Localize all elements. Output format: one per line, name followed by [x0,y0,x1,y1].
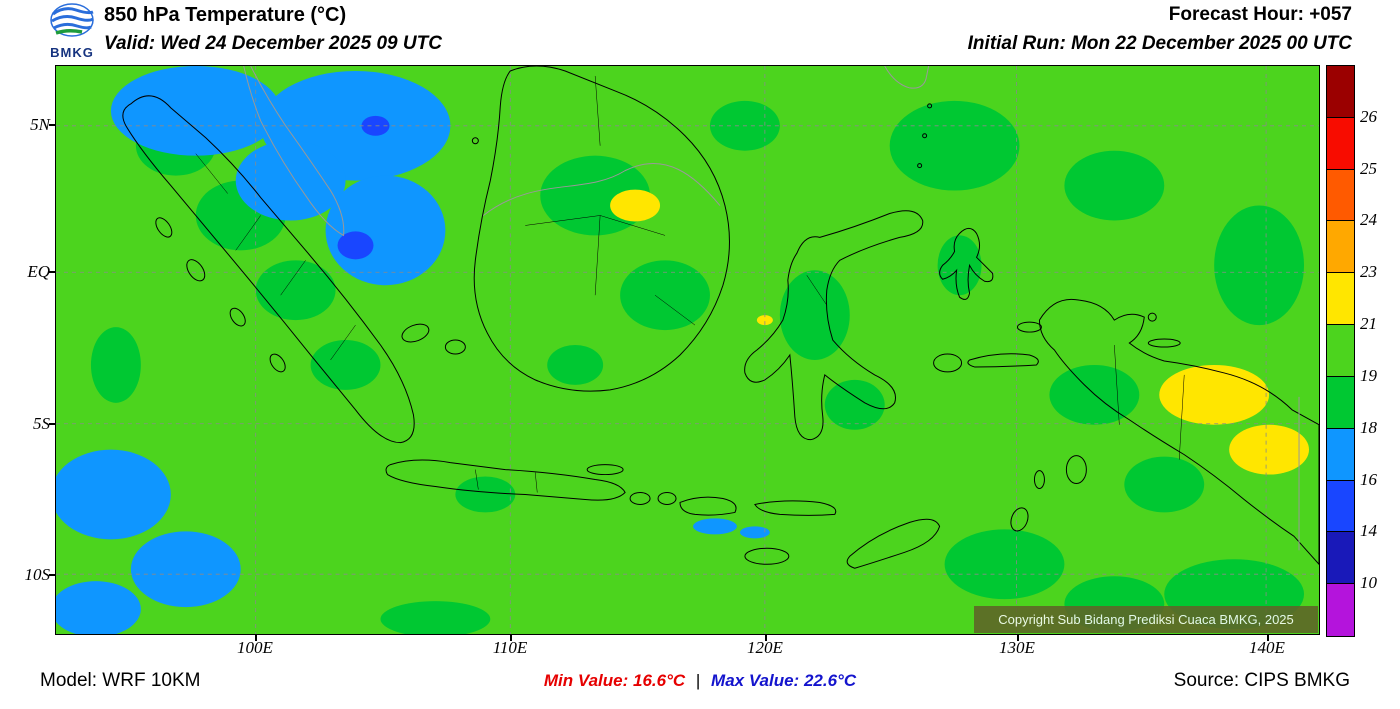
coastlines [122,66,1319,569]
page-title: 850 hPa Temperature (°C) [104,4,347,26]
lat-label-10s: 10S [24,565,51,584]
latitude-axis: 5N EQ 5S 10S [12,65,51,635]
colorbar-bands [1326,65,1355,637]
header-left: 850 hPa Temperature (°C) Valid: Wed 24 D… [104,4,442,55]
colorbar-tick-label: 19 [1360,365,1377,385]
gridlines [56,66,1319,634]
lat-tick [49,574,55,576]
temperature-field-map [56,66,1319,634]
colorbar-tick-label: 16 [1360,469,1377,489]
min-value: Min Value: 16.6°C [543,671,686,690]
colorbar-band [1327,117,1354,170]
lat-label-5s: 5S [33,414,50,433]
lon-label-120e: 120E [747,638,783,657]
colorbar-band [1327,376,1354,429]
lon-tick [1267,635,1269,641]
bmkg-logo-text: BMKG [50,45,94,60]
colorbar-band [1327,584,1354,636]
colorbar-tick-label: 24 [1360,210,1377,230]
colorbar-band [1327,325,1354,377]
colorbar-tick-label: 25 [1360,158,1377,178]
lon-tick [765,635,767,641]
colorbar-band [1327,273,1354,326]
bmkg-logo-icon [50,3,94,37]
colorbar-band [1327,532,1354,585]
colorbar-tick-label: 21 [1360,314,1377,334]
max-value: Max Value: 22.6°C [711,671,857,690]
longitude-axis: 100E 110E 120E 130E 140E [55,638,1320,660]
header-right: Forecast Hour: +057 Initial Run: Mon 22 … [968,4,1352,55]
colorbar-band [1327,169,1354,222]
lat-tick [49,124,55,126]
lon-label-110e: 110E [492,638,528,657]
lon-label-140e: 140E [1249,638,1285,657]
yellow-patches [610,189,1310,475]
colorbar-tick-label: 18 [1360,417,1377,437]
colorbar-tick-label: 14 [1360,521,1377,541]
valid-time: Valid: Wed 24 December 2025 09 UTC [104,33,442,54]
lon-tick [255,635,257,641]
bmkg-logo: BMKG [46,2,98,60]
forecast-hour: Forecast Hour: +057 [1168,4,1352,25]
colorbar-labels: 26 25 24 23 21 19 18 16 14 10 [1360,65,1398,635]
lon-tick [1017,635,1019,641]
copyright-notice: Copyright Sub Bidang Prediksi Cuaca BMKG… [974,606,1318,633]
province-borders [195,75,1185,493]
map-area: Copyright Sub Bidang Prediksi Cuaca BMKG… [55,65,1320,635]
colorbar-tick-label: 23 [1360,262,1377,282]
green-patches [90,100,1305,634]
model-label: Model: WRF 10KM [40,670,201,691]
lon-label-100e: 100E [237,638,273,657]
lat-label-eq: EQ [27,262,50,281]
colorbar-tick-label: 26 [1360,106,1377,126]
lat-tick [49,423,55,425]
colorbar-band [1327,428,1354,481]
min-max-separator: | [695,671,701,690]
colorbar-band [1327,66,1354,118]
initial-run: Initial Run: Mon 22 December 2025 00 UTC [967,33,1352,54]
lon-label-130e: 130E [999,638,1035,657]
lat-label-5n: 5N [30,115,50,134]
colorbar-band [1327,480,1354,533]
colorbar-tick-label: 10 [1360,573,1377,593]
lat-tick [49,271,55,273]
source-label: Source: CIPS BMKG [1173,670,1350,691]
colorbar-band [1327,221,1354,274]
min-max-values: Min Value: 16.6°C | Max Value: 22.6°C [544,671,856,691]
lon-tick [510,635,512,641]
